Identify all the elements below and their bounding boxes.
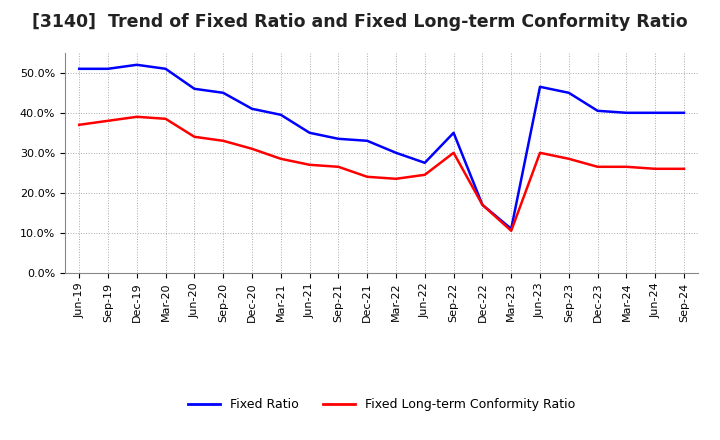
Fixed Long-term Conformity Ratio (161, 116, 170, 121)
Fixed Long-term Conformity Ratio (75, 122, 84, 128)
Fixed Long-term Conformity Ratio (564, 156, 573, 161)
Fixed Ratio (392, 150, 400, 155)
Fixed Ratio (276, 112, 285, 117)
Fixed Ratio (363, 138, 372, 143)
Fixed Ratio (564, 90, 573, 95)
Fixed Ratio (651, 110, 660, 115)
Fixed Long-term Conformity Ratio (536, 150, 544, 155)
Fixed Long-term Conformity Ratio (420, 172, 429, 177)
Fixed Ratio (161, 66, 170, 71)
Fixed Ratio (680, 110, 688, 115)
Fixed Ratio (132, 62, 141, 67)
Fixed Ratio (449, 130, 458, 136)
Fixed Long-term Conformity Ratio (593, 164, 602, 169)
Fixed Long-term Conformity Ratio (132, 114, 141, 119)
Fixed Long-term Conformity Ratio (219, 138, 228, 143)
Fixed Ratio (536, 84, 544, 89)
Fixed Long-term Conformity Ratio (248, 146, 256, 151)
Fixed Long-term Conformity Ratio (305, 162, 314, 168)
Fixed Long-term Conformity Ratio (190, 134, 199, 139)
Fixed Ratio (593, 108, 602, 114)
Fixed Long-term Conformity Ratio (276, 156, 285, 161)
Fixed Ratio (219, 90, 228, 95)
Fixed Long-term Conformity Ratio (507, 228, 516, 234)
Fixed Ratio (75, 66, 84, 71)
Legend: Fixed Ratio, Fixed Long-term Conformity Ratio: Fixed Ratio, Fixed Long-term Conformity … (184, 393, 580, 416)
Fixed Ratio (334, 136, 343, 141)
Fixed Ratio (305, 130, 314, 136)
Fixed Ratio (248, 106, 256, 111)
Fixed Ratio (104, 66, 112, 71)
Line: Fixed Ratio: Fixed Ratio (79, 65, 684, 229)
Fixed Long-term Conformity Ratio (651, 166, 660, 172)
Fixed Long-term Conformity Ratio (392, 176, 400, 181)
Fixed Long-term Conformity Ratio (478, 202, 487, 207)
Fixed Ratio (507, 226, 516, 231)
Fixed Long-term Conformity Ratio (622, 164, 631, 169)
Fixed Long-term Conformity Ratio (680, 166, 688, 172)
Fixed Long-term Conformity Ratio (104, 118, 112, 124)
Fixed Ratio (420, 160, 429, 165)
Fixed Ratio (478, 202, 487, 207)
Line: Fixed Long-term Conformity Ratio: Fixed Long-term Conformity Ratio (79, 117, 684, 231)
Fixed Ratio (622, 110, 631, 115)
Fixed Long-term Conformity Ratio (334, 164, 343, 169)
Fixed Ratio (190, 86, 199, 92)
Fixed Long-term Conformity Ratio (363, 174, 372, 180)
Text: [3140]  Trend of Fixed Ratio and Fixed Long-term Conformity Ratio: [3140] Trend of Fixed Ratio and Fixed Lo… (32, 13, 688, 31)
Fixed Long-term Conformity Ratio (449, 150, 458, 155)
